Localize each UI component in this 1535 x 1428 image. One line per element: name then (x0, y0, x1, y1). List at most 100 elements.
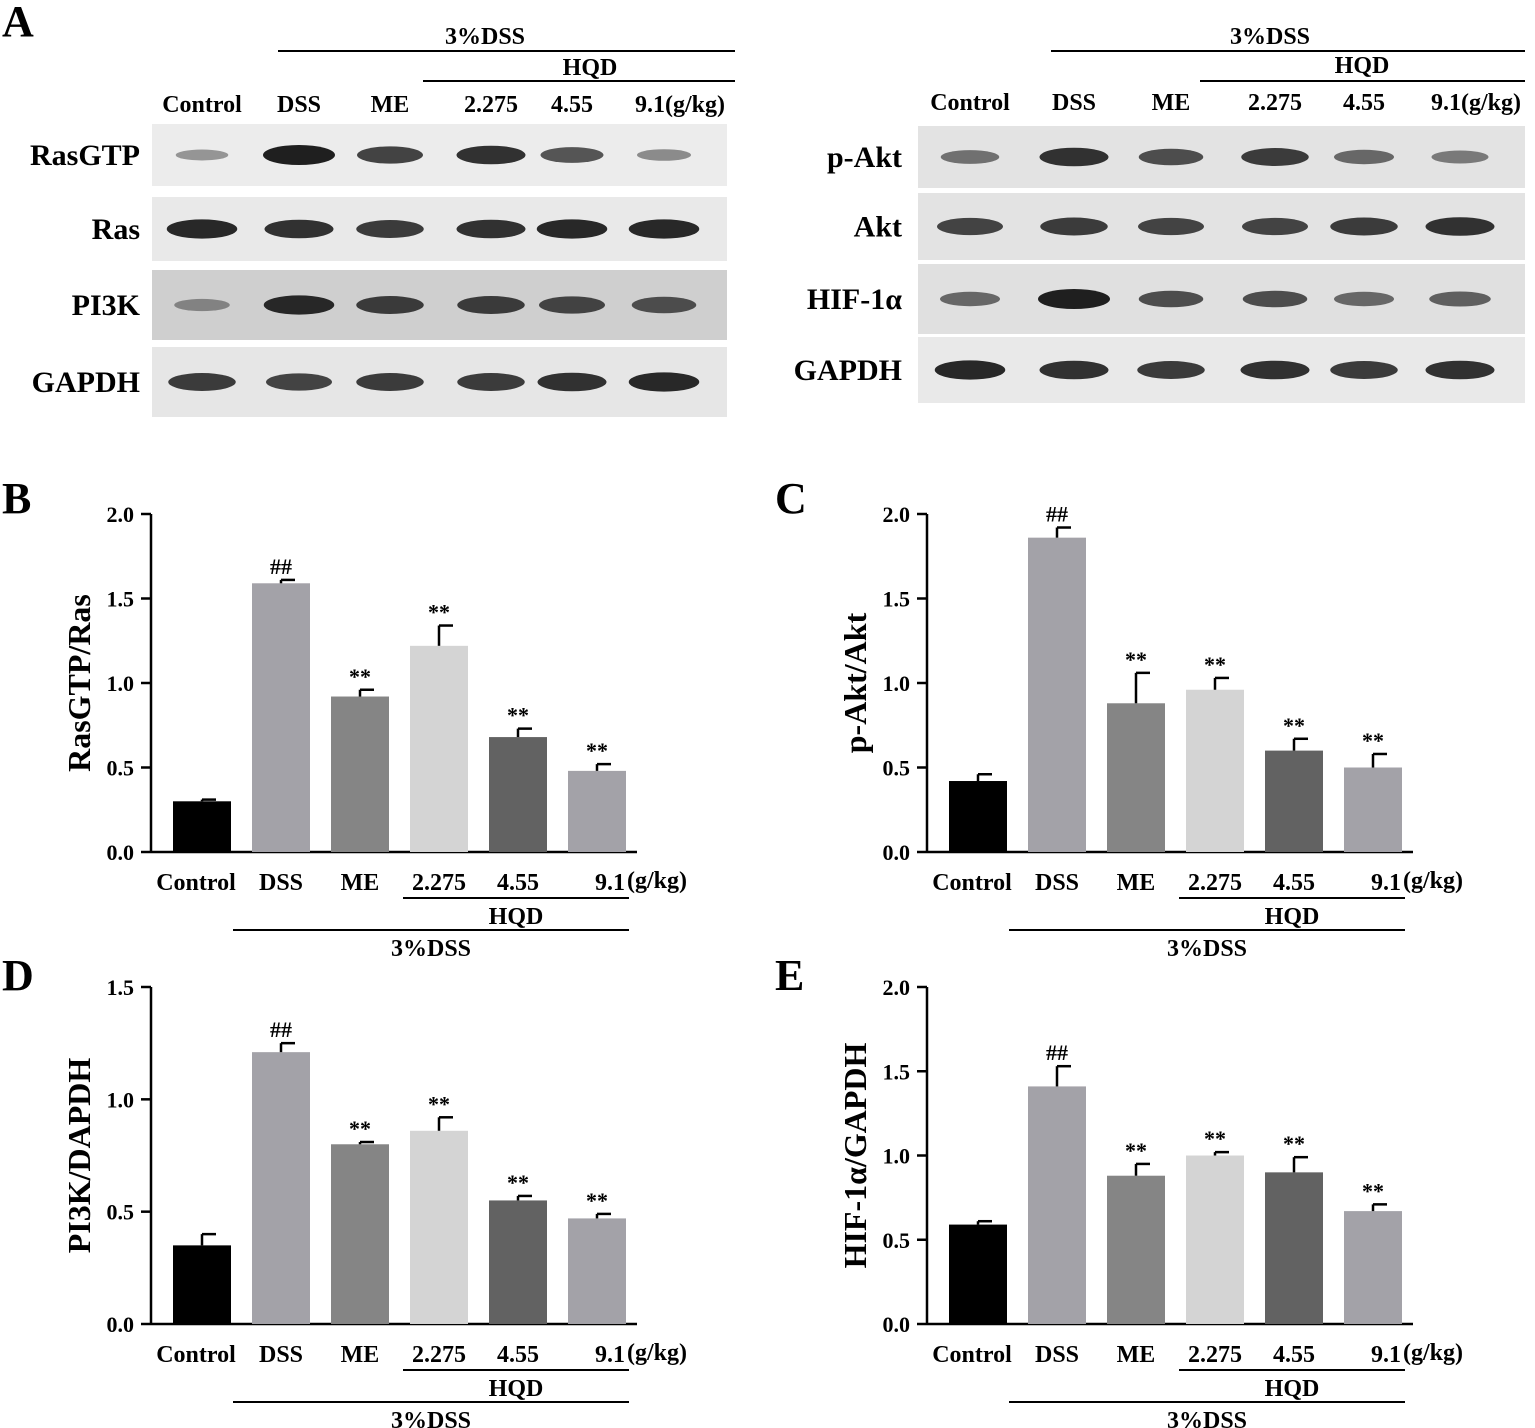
blot-row-label: p-Akt (827, 141, 902, 174)
dss-group-label: 3%DSS (445, 24, 525, 50)
blot-membrane (918, 337, 1525, 403)
unit-label: (g/kg) (1403, 1340, 1463, 1366)
bar-control (949, 781, 1007, 852)
x-tick-label-me: ME (1117, 1342, 1156, 1368)
blot-band-2-275 (456, 219, 526, 239)
x-tick-label-4-55: 4.55 (497, 1342, 539, 1368)
blot-band-9-1-g-kg (628, 372, 700, 392)
blot-row-hif-1: HIF-1α (807, 264, 1525, 334)
blot-band-me (357, 146, 423, 164)
y-tick-label: 1.5 (883, 1059, 911, 1084)
x-tick-label-control: Control (156, 870, 236, 896)
chart-hif1a-gapdh: 0.0 0.5 1.0 1.5 2.0 HIF-1α/GAPDH Control ## DSS *… (837, 975, 1463, 1428)
blot-band-4-55 (536, 219, 608, 239)
blot-band-4-55 (1330, 361, 1398, 379)
blot-band-dss (263, 145, 335, 165)
bar-2-275 (410, 645, 468, 852)
dss-group-label: 3%DSS (1167, 1408, 1247, 1428)
significance-dss: ## (270, 1017, 292, 1042)
hqd-group-label: HQD (563, 55, 618, 81)
lane-label-2-275: 2.275 (1248, 90, 1302, 116)
x-tick-label-4-55: 4.55 (497, 870, 539, 896)
significance-me: ** (349, 1116, 371, 1141)
bar-me (1107, 1175, 1165, 1324)
blot-band-9-1-g-kg (1425, 360, 1495, 380)
bar-4-55 (1265, 1172, 1323, 1324)
significance-dss: ## (1046, 502, 1068, 527)
blot-band-control (166, 219, 238, 239)
y-tick-label: 0.0 (107, 840, 135, 865)
bar-me (331, 1144, 389, 1324)
x-tick-label-4-55: 4.55 (1273, 1342, 1315, 1368)
blot-row-label: RasGTP (30, 139, 140, 172)
significance-dss: ## (270, 554, 292, 579)
bar-9-1 (568, 1218, 626, 1324)
significance-2-275: ** (1204, 652, 1226, 677)
lane-label-control: Control (930, 90, 1010, 116)
bar-4-55 (489, 737, 547, 852)
western-blot-left: 3%DSS HQD Control DSS ME 2.275 4.55 9.1(g/kg) Ra… (30, 24, 735, 417)
blot-membrane (918, 264, 1525, 334)
bar-control (173, 1245, 231, 1324)
x-tick-label-control: Control (932, 1342, 1012, 1368)
y-axis-label: PI3K/DAPDH (61, 1058, 97, 1254)
lane-label-9-1-g-kg: 9.1(g/kg) (635, 92, 725, 118)
dss-group-label: 3%DSS (391, 936, 471, 962)
lane-label-me: ME (371, 92, 410, 118)
blot-row-p-akt: p-Akt (827, 126, 1525, 188)
significance-9-1: ** (586, 738, 608, 763)
bar-me (331, 696, 389, 852)
bar-control (173, 801, 231, 852)
dss-group-label: 3%DSS (1230, 24, 1310, 50)
bar-control (949, 1224, 1007, 1324)
blot-band-dss (264, 219, 334, 239)
blot-band-4-55 (537, 372, 607, 392)
blot-band-dss (1039, 147, 1109, 167)
x-tick-label-control: Control (932, 870, 1012, 896)
panel-letter-d: D (2, 951, 34, 1000)
x-tick-label-dss: DSS (1035, 870, 1079, 896)
significance-4-55: ** (1283, 713, 1305, 738)
blot-band-control (168, 373, 236, 391)
blot-row-gapdh: GAPDH (32, 347, 727, 417)
blot-row-ras: Ras (92, 197, 727, 261)
blot-band-dss (263, 295, 335, 315)
blot-row-rasgtp: RasGTP (30, 124, 727, 186)
x-tick-label-2-275: 2.275 (1188, 1342, 1242, 1368)
significance-4-55: ** (507, 1170, 529, 1195)
y-axis-label: RasGTP/Ras (61, 594, 97, 772)
x-tick-label-4-55: 4.55 (1273, 870, 1315, 896)
hqd-group-label: HQD (489, 904, 544, 930)
blot-band-9-1-g-kg (628, 219, 700, 239)
x-tick-label-dss: DSS (259, 870, 303, 896)
y-tick-label: 2.0 (107, 502, 135, 527)
blot-band-dss (1038, 289, 1110, 309)
blot-band-dss (266, 373, 332, 391)
significance-me: ** (1125, 1138, 1147, 1163)
y-tick-label: 0.0 (107, 1312, 135, 1337)
x-tick-label-me: ME (341, 1342, 380, 1368)
blot-band-me (1138, 148, 1204, 166)
blot-band-me (356, 220, 424, 238)
blot-row-label: GAPDH (32, 366, 140, 399)
significance-9-1: ** (1362, 1178, 1384, 1203)
lane-label-4-55: 4.55 (551, 92, 593, 118)
blot-band-me (356, 296, 424, 314)
blot-band-control (937, 217, 1003, 236)
y-tick-label: 2.0 (883, 975, 911, 1000)
x-tick-label-2-275: 2.275 (1188, 870, 1242, 896)
blot-band-dss (1039, 360, 1109, 380)
x-tick-label-9-1: 9.1 (1371, 1342, 1401, 1368)
panel-letter-a: A (2, 0, 34, 46)
blot-band-control (174, 298, 230, 312)
blot-row-label: PI3K (72, 289, 141, 322)
blot-band-control (175, 149, 229, 161)
x-tick-label-me: ME (341, 870, 380, 896)
blot-band-2-275 (1242, 217, 1308, 236)
chart-pi3k-dapdh: 0.0 0.5 1.0 1.5 PI3K/DAPDH Control ## DSS ** ME **… (61, 975, 687, 1428)
y-tick-label: 1.0 (107, 671, 135, 696)
bar-me (1107, 703, 1165, 852)
hqd-group-label: HQD (1265, 904, 1320, 930)
y-tick-label: 1.0 (883, 671, 911, 696)
blot-band-me (1137, 361, 1205, 379)
